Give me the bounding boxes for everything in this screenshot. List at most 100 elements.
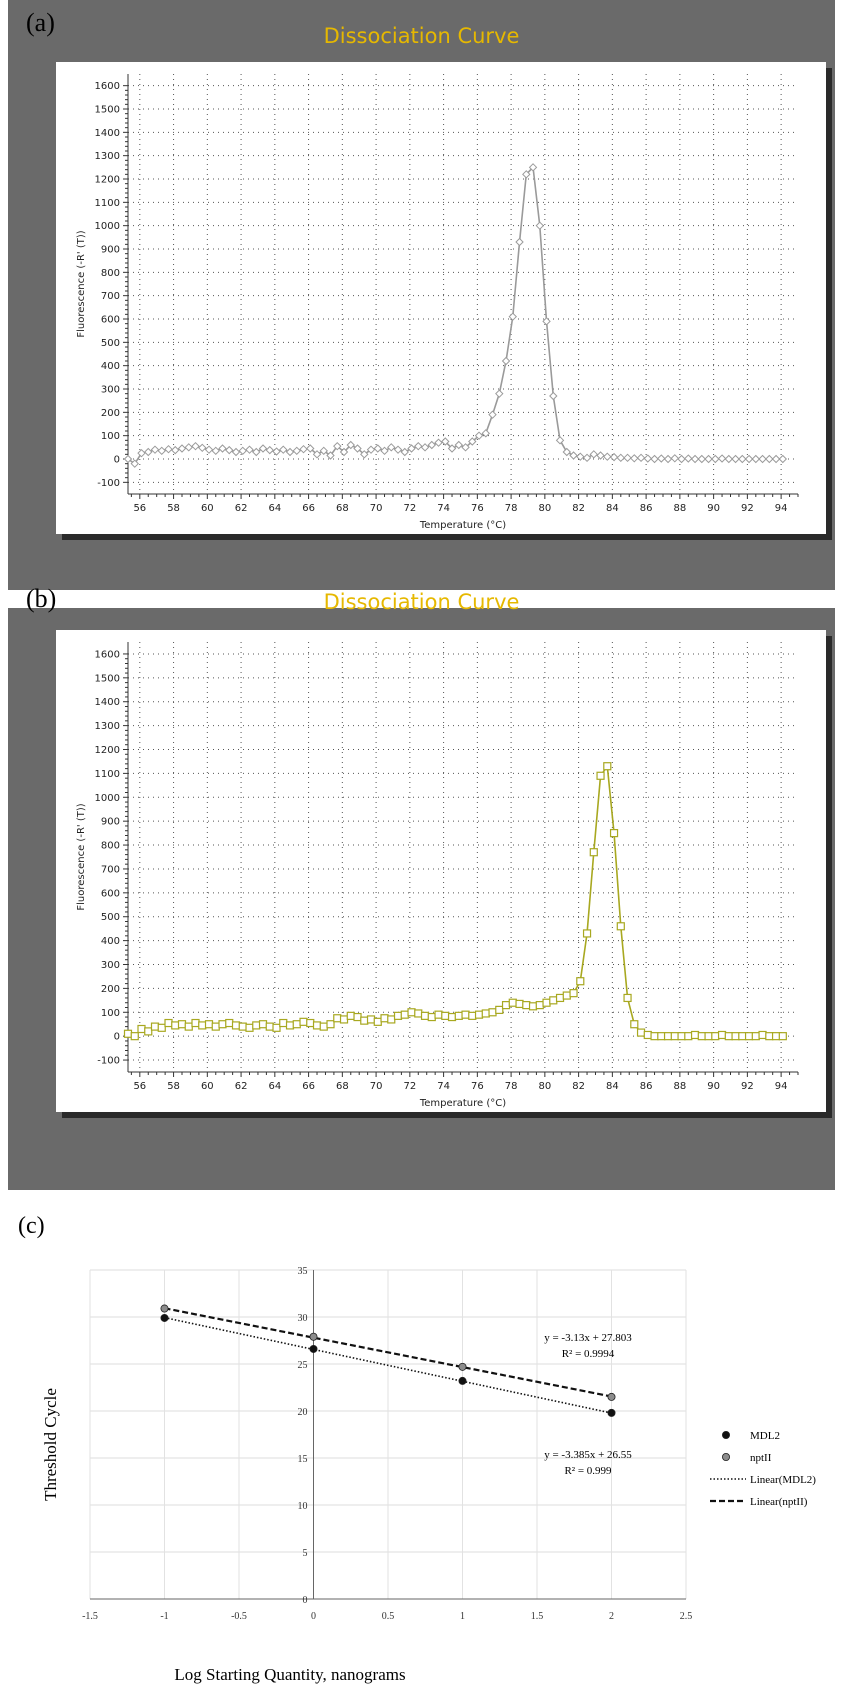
data-point-nptii <box>309 1332 318 1341</box>
data-point <box>623 993 632 1003</box>
y-tick-label: 1600 <box>95 81 120 92</box>
data-point <box>184 1022 193 1031</box>
panel-b: (b) Dissociation Curve 56 58 60 62 64 66 68 70 7… <box>8 584 835 1190</box>
data-point <box>447 1012 457 1022</box>
data-point <box>420 443 430 452</box>
data-point <box>630 1020 639 1029</box>
y-tick-label: 300 <box>101 960 120 971</box>
data-point <box>150 445 160 454</box>
x-tick-label: 78 <box>505 1081 518 1092</box>
legend-marker-nptii <box>722 1452 731 1461</box>
data-point <box>657 1032 666 1041</box>
data-point <box>265 445 274 455</box>
data-point-mdl2 <box>607 1408 616 1417</box>
x-tick-label: 2 <box>609 1611 614 1622</box>
x-tick-label: 82 <box>572 1081 585 1092</box>
y-tick-label: 400 <box>101 361 120 372</box>
data-point <box>353 444 362 453</box>
data-point <box>528 163 538 172</box>
y-tick-label: 100 <box>101 431 120 442</box>
data-point <box>522 1001 531 1010</box>
data-point <box>414 1009 423 1018</box>
data-point <box>198 1021 207 1030</box>
data-point <box>690 1030 700 1040</box>
trendline-equation-nptii: y = -3.13x + 27.803 <box>544 1332 632 1344</box>
y-tick-label: 1500 <box>95 105 120 116</box>
data-point <box>231 447 241 457</box>
data-point <box>191 1018 200 1028</box>
data-point <box>434 438 443 447</box>
panel-label-a: (a) <box>26 8 55 37</box>
data-point <box>292 446 301 456</box>
y-tick-label: 1100 <box>95 769 120 780</box>
data-point <box>427 440 436 450</box>
data-point <box>312 1021 322 1030</box>
data-point <box>157 446 166 456</box>
data-point <box>542 998 551 1007</box>
data-point <box>306 444 315 453</box>
data-point <box>150 1022 160 1031</box>
data-point <box>238 1022 247 1031</box>
y-tick-label: 500 <box>101 912 120 923</box>
data-point <box>690 454 700 464</box>
y-tick-label: 600 <box>101 315 120 326</box>
data-point <box>643 454 653 463</box>
trendline-dotted <box>164 1316 612 1414</box>
data-point <box>164 444 173 454</box>
data-point <box>549 391 558 401</box>
data-point <box>225 1018 234 1028</box>
y-axis-label: Fluorescence (-R' (T)) <box>76 230 87 337</box>
x-tick-label: 58 <box>167 1081 180 1092</box>
data-point <box>657 454 666 463</box>
data-point <box>650 454 659 464</box>
x-tick-label: 60 <box>201 1081 214 1092</box>
data-point <box>609 829 619 838</box>
data-point-nptii <box>160 1304 169 1313</box>
data-point <box>582 929 592 938</box>
data-point <box>535 221 544 230</box>
y-tick-label: -100 <box>97 1056 120 1067</box>
data-point <box>333 441 342 451</box>
data-point <box>130 1032 139 1041</box>
data-point <box>366 445 376 454</box>
plot-frame-b: 56 58 60 62 64 66 68 70 72 74 76 78 80 82 84 86 88 90 92 94… <box>56 630 826 1112</box>
data-point <box>211 1022 220 1031</box>
y-axis-label: Fluorescence (-R' (T)) <box>76 803 87 910</box>
data-point <box>447 444 457 453</box>
x-tick-label: 74 <box>437 503 450 514</box>
data-point <box>751 454 761 464</box>
x-tick-label: 88 <box>673 503 686 514</box>
x-tick-label: 66 <box>302 1081 315 1092</box>
y-tick-label: 1300 <box>95 151 120 162</box>
data-point-nptii <box>607 1392 616 1401</box>
data-point <box>360 450 369 459</box>
data-point <box>576 977 585 986</box>
data-point <box>603 762 612 771</box>
data-point-nptii <box>458 1362 467 1371</box>
y-tick-label: 1200 <box>95 745 120 756</box>
data-point <box>663 1032 673 1041</box>
data-point <box>704 1032 713 1041</box>
x-tick-label: -1.5 <box>82 1611 98 1622</box>
x-tick-label: 92 <box>741 503 754 514</box>
y-tick-label: 900 <box>101 817 120 828</box>
data-point <box>366 1015 376 1024</box>
y-tick-label: 700 <box>101 291 120 302</box>
data-point <box>636 453 646 463</box>
x-tick-label: 1 <box>460 1611 465 1622</box>
data-point <box>542 317 551 326</box>
data-point <box>171 1021 180 1030</box>
x-axis-label: Temperature (°C) <box>419 520 506 531</box>
data-point <box>319 1022 328 1031</box>
data-point <box>623 453 632 463</box>
x-tick-label: 56 <box>133 503 146 514</box>
x-tick-label: 84 <box>606 503 619 514</box>
x-tick-label: 92 <box>741 1081 754 1092</box>
data-point <box>535 1001 544 1010</box>
data-point <box>441 437 450 446</box>
x-axis-label: Temperature (°C) <box>419 1098 506 1109</box>
y-tick-label: -100 <box>97 478 120 489</box>
data-point <box>562 447 571 457</box>
data-point <box>346 1011 355 1020</box>
data-point <box>670 454 680 463</box>
